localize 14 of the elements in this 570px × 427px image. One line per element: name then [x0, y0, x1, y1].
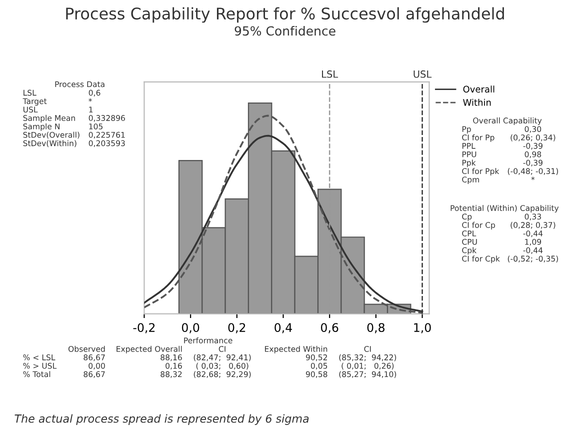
legend-label: Within: [463, 98, 491, 106]
chart-subtitle: 95% Confidence: [234, 26, 336, 36]
x-tick-label: -0,2: [133, 323, 155, 334]
ref-line-label: USL: [414, 70, 432, 78]
x-tick-label: 1,0: [414, 323, 431, 334]
x-tick-label: 0,2: [228, 323, 246, 334]
legend-label: Overall: [463, 86, 494, 93]
x-tick-label: 0,6: [320, 323, 338, 334]
x-tick-label: 0,4: [274, 323, 292, 334]
chart-title: Process Capability Report for % Succesvol afgehandeld: [66, 7, 504, 23]
text: The actual process spread is represented by 6 sigma: [14, 414, 309, 425]
x-tick-label: 0,0: [182, 323, 200, 334]
ref-line-label: LSL: [322, 70, 338, 78]
x-tick-label: 0,8: [367, 323, 384, 334]
